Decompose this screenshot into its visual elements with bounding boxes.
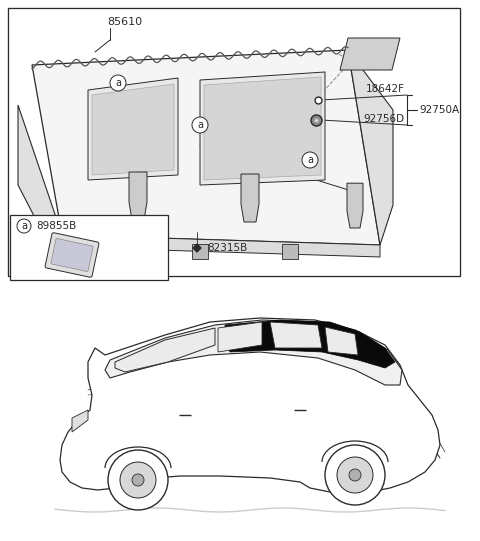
Bar [282, 244, 298, 259]
Polygon shape [92, 84, 174, 175]
Text: a: a [197, 120, 203, 130]
Polygon shape [241, 174, 259, 222]
Bar [8, 8, 460, 276]
Circle shape [325, 445, 385, 505]
Polygon shape [129, 172, 147, 220]
Bar [10, 215, 168, 280]
Bar [92, 244, 108, 259]
Text: a: a [115, 78, 121, 88]
Polygon shape [218, 322, 262, 352]
Text: a: a [21, 221, 27, 231]
Polygon shape [325, 327, 358, 355]
Polygon shape [32, 50, 380, 245]
Bar [192, 244, 208, 259]
Polygon shape [200, 72, 325, 185]
Circle shape [192, 117, 208, 133]
Text: 92756D: 92756D [364, 114, 405, 124]
Polygon shape [88, 78, 178, 180]
Circle shape [108, 450, 168, 510]
Polygon shape [193, 244, 201, 252]
Polygon shape [105, 320, 402, 385]
Text: a: a [307, 155, 313, 165]
Text: 82315B: 82315B [207, 243, 247, 253]
FancyBboxPatch shape [45, 233, 99, 277]
Polygon shape [60, 318, 440, 494]
Text: 18642F: 18642F [366, 84, 405, 94]
Polygon shape [115, 328, 215, 372]
Circle shape [337, 457, 373, 493]
Polygon shape [72, 410, 88, 432]
FancyBboxPatch shape [51, 239, 93, 272]
Polygon shape [347, 183, 363, 228]
Circle shape [302, 152, 318, 168]
Polygon shape [18, 105, 62, 270]
Polygon shape [204, 77, 321, 180]
Circle shape [17, 219, 31, 233]
Polygon shape [270, 322, 322, 348]
Polygon shape [348, 50, 393, 245]
Circle shape [349, 469, 361, 481]
Text: 92750A: 92750A [419, 105, 459, 115]
Circle shape [132, 474, 144, 486]
Circle shape [110, 75, 126, 91]
Polygon shape [225, 320, 395, 368]
Circle shape [120, 462, 156, 498]
Text: 85610: 85610 [107, 17, 142, 27]
Bar [8, 8, 460, 276]
Polygon shape [340, 38, 400, 70]
Text: 89855B: 89855B [36, 221, 76, 231]
Polygon shape [62, 235, 380, 257]
